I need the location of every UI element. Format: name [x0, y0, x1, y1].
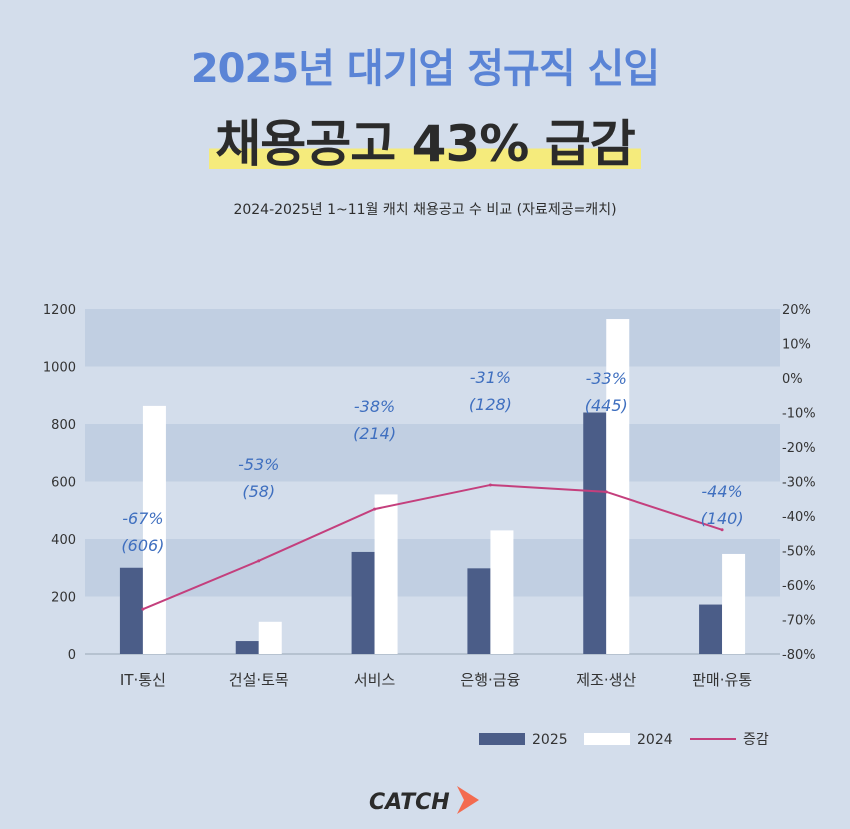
annotation-percent: -67%: [122, 509, 163, 528]
y-left-tick-label: 200: [51, 591, 76, 606]
change-point: [604, 490, 608, 494]
grid-band: [85, 424, 780, 482]
y-right-tick-label: -80%: [782, 648, 816, 663]
annotation-labels: -67% (606) -53% (58) -38% (214) -31% (128) -33% (…: [121, 368, 743, 555]
bar-2025: [235, 641, 259, 654]
change-point: [257, 559, 261, 563]
logo-text: CATCH: [369, 790, 450, 815]
annotation-count: (58): [242, 482, 275, 501]
grid-bands: [85, 309, 780, 597]
category-label: IT·통신: [120, 671, 166, 689]
page-title-line1: 2025년 대기업 정규직 신입: [190, 46, 660, 92]
bar-2025: [351, 551, 375, 654]
bar-2025: [119, 567, 143, 654]
bar-2024: [722, 553, 746, 654]
annotation-count: (606): [121, 536, 164, 555]
change-line: [142, 483, 723, 611]
y-left-tick-label: 600: [51, 476, 76, 491]
change-line-layer: [141, 483, 724, 611]
y-left-tick-label: 400: [51, 533, 76, 548]
annotation-percent: -33%: [586, 369, 627, 388]
change-point: [141, 607, 145, 611]
annotation-percent: -44%: [701, 482, 742, 501]
legend-label-2025: 2025: [532, 732, 568, 748]
bar-2025: [699, 604, 723, 654]
right-axis-labels: 20% 10% 0% -10% -20% -30% -40% -50% -60% -70% -80%: [782, 303, 816, 663]
y-left-tick-label: 1200: [43, 303, 76, 318]
category-label: 제조·생산: [576, 671, 636, 689]
y-left-tick-label: 800: [51, 418, 76, 433]
grid-band: [85, 309, 780, 367]
annotation-count: (140): [701, 509, 744, 528]
category-label: 건설·토목: [229, 671, 289, 689]
category-label: 판매·유통: [692, 671, 752, 689]
bar-group: [119, 319, 746, 654]
y-right-tick-label: -50%: [782, 545, 816, 560]
page-title-line2: 채용공고 43% 급감: [209, 104, 641, 176]
legend-swatch-2024: [584, 733, 630, 745]
grid-band: [85, 539, 780, 597]
annotation-count: (128): [469, 395, 512, 414]
y-right-tick-label: -10%: [782, 407, 816, 422]
legend-label-change: 증감: [743, 732, 769, 748]
category-labels: IT·통신 건설·토목 서비스 은행·금융 제조·생산 판매·유통: [120, 671, 752, 689]
annotation-percent: -31%: [470, 368, 511, 387]
annotation-percent: -38%: [354, 397, 395, 416]
change-point: [373, 507, 377, 511]
chart-legend: 2025 2024 증감: [479, 732, 769, 748]
left-axis-labels: 0 200 400 600 800 1000 1200: [43, 303, 76, 663]
bar-2024: [374, 494, 398, 654]
category-label: 서비스: [354, 671, 396, 689]
annotation-count: (445): [585, 396, 628, 415]
y-right-tick-label: 0%: [782, 372, 803, 387]
bar-2025: [467, 568, 491, 654]
legend-label-2024: 2024: [637, 732, 673, 748]
y-right-tick-label: -60%: [782, 579, 816, 594]
bar-2025: [583, 412, 607, 654]
catch-logo: CATCH: [369, 786, 479, 815]
bar-2024: [142, 405, 166, 654]
bar-2024: [606, 319, 630, 654]
y-right-tick-label: -70%: [782, 614, 816, 629]
bar-2024: [258, 621, 282, 654]
y-right-tick-label: -20%: [782, 441, 816, 456]
category-label: 은행·금융: [460, 671, 520, 689]
y-right-tick-label: -30%: [782, 476, 816, 491]
y-right-tick-label: 20%: [782, 303, 811, 318]
y-left-tick-label: 0: [68, 648, 76, 663]
page-subtitle: 2024-2025년 1~11월 캐치 채용공고 수 비교 (자료제공=캐치): [233, 202, 617, 218]
y-right-tick-label: 10%: [782, 338, 811, 353]
change-point: [488, 483, 492, 487]
annotation-count: (214): [353, 424, 396, 443]
logo-arrow-icon: [457, 786, 479, 814]
y-right-tick-label: -40%: [782, 510, 816, 525]
legend-swatch-2025: [479, 733, 525, 745]
y-left-tick-label: 1000: [43, 361, 76, 376]
annotation-percent: -53%: [238, 455, 279, 474]
change-point: [720, 528, 724, 532]
page-title-line2-wrap: 채용공고 43% 급감: [0, 104, 850, 176]
bar-2024: [490, 530, 514, 654]
